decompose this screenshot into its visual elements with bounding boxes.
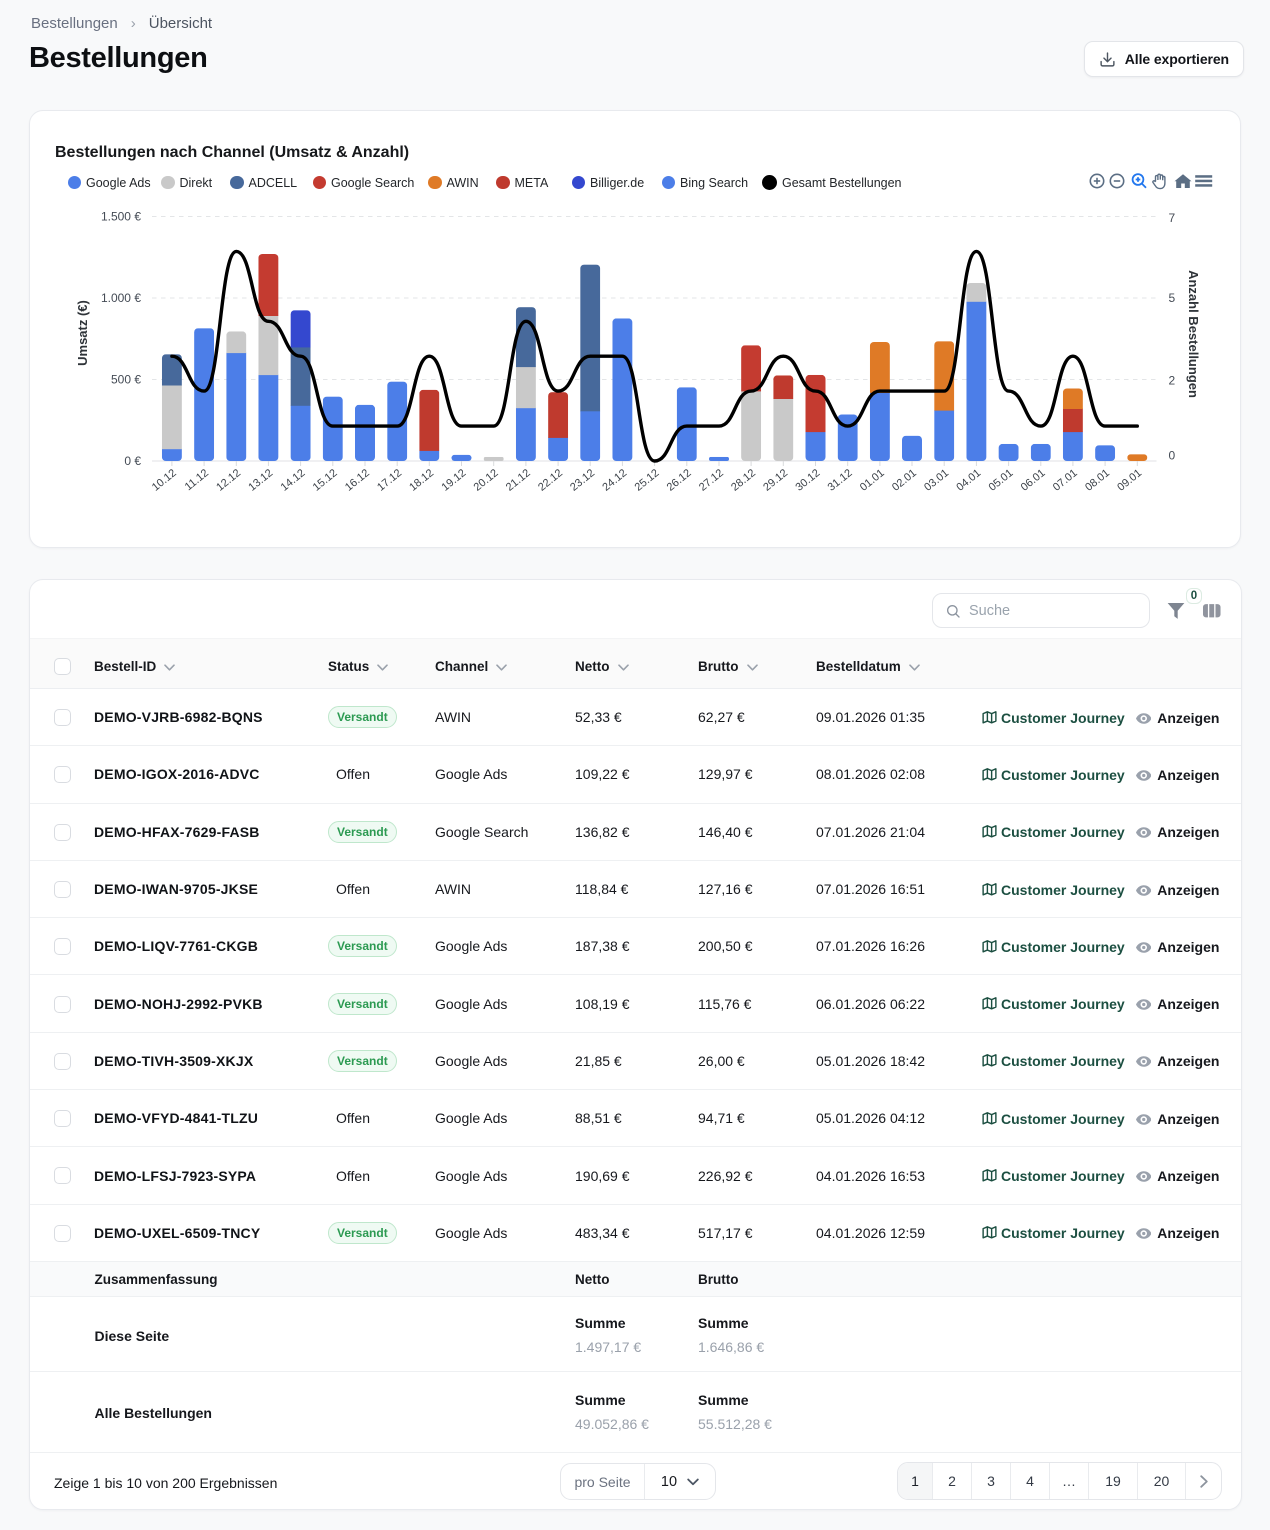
svg-text:7: 7 bbox=[1169, 211, 1176, 225]
svg-text:Anzahl Bestellungen: Anzahl Bestellungen bbox=[1186, 270, 1201, 398]
svg-text:5: 5 bbox=[1169, 291, 1176, 305]
svg-text:31.12: 31.12 bbox=[826, 467, 855, 494]
svg-text:13.12: 13.12 bbox=[246, 467, 275, 494]
svg-text:1.500 €: 1.500 € bbox=[101, 210, 141, 224]
svg-text:0: 0 bbox=[1169, 449, 1176, 463]
svg-text:Umsatz (€): Umsatz (€) bbox=[75, 300, 90, 366]
svg-text:10.12: 10.12 bbox=[150, 467, 179, 494]
svg-text:0 €: 0 € bbox=[124, 454, 141, 468]
svg-text:28.12: 28.12 bbox=[729, 467, 758, 494]
svg-text:09.01: 09.01 bbox=[1115, 467, 1144, 494]
svg-text:15.12: 15.12 bbox=[311, 467, 340, 494]
svg-text:07.01: 07.01 bbox=[1051, 467, 1080, 494]
svg-text:1.000 €: 1.000 € bbox=[101, 291, 141, 305]
svg-text:02.01: 02.01 bbox=[890, 467, 919, 494]
svg-text:11.12: 11.12 bbox=[183, 467, 211, 493]
svg-text:22.12: 22.12 bbox=[536, 467, 565, 494]
svg-text:24.12: 24.12 bbox=[600, 467, 629, 494]
svg-text:500 €: 500 € bbox=[111, 373, 141, 387]
svg-text:20.12: 20.12 bbox=[472, 467, 501, 494]
svg-text:16.12: 16.12 bbox=[343, 467, 372, 494]
svg-text:27.12: 27.12 bbox=[697, 467, 726, 494]
svg-text:25.12: 25.12 bbox=[633, 467, 662, 494]
svg-text:29.12: 29.12 bbox=[761, 467, 790, 494]
svg-text:03.01: 03.01 bbox=[922, 467, 951, 494]
svg-text:30.12: 30.12 bbox=[793, 467, 822, 494]
svg-text:18.12: 18.12 bbox=[407, 467, 436, 494]
svg-text:04.01: 04.01 bbox=[954, 467, 983, 494]
svg-text:06.01: 06.01 bbox=[1019, 467, 1048, 494]
svg-text:12.12: 12.12 bbox=[214, 467, 243, 494]
svg-text:17.12: 17.12 bbox=[375, 467, 404, 494]
svg-text:26.12: 26.12 bbox=[665, 467, 694, 494]
svg-text:08.01: 08.01 bbox=[1083, 467, 1112, 494]
svg-text:2: 2 bbox=[1169, 373, 1176, 387]
svg-text:01.01: 01.01 bbox=[858, 467, 887, 494]
svg-text:19.12: 19.12 bbox=[439, 467, 468, 494]
svg-text:23.12: 23.12 bbox=[568, 467, 597, 494]
svg-text:14.12: 14.12 bbox=[279, 467, 308, 494]
svg-text:05.01: 05.01 bbox=[987, 467, 1016, 494]
svg-text:21.12: 21.12 bbox=[504, 467, 533, 494]
